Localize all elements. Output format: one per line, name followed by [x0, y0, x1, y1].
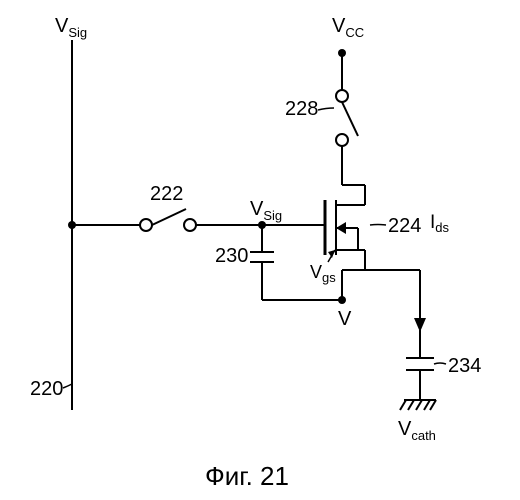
ground-symbol: [400, 400, 436, 410]
ref-222-label: 222: [150, 183, 183, 205]
figure-caption: Фиг. 21: [205, 461, 289, 491]
circuit-diagram: VSig 220 VCC 228 222 VSig 230: [0, 0, 520, 500]
switch-222: [140, 209, 196, 231]
vcath-label: Vcath: [398, 418, 436, 443]
ref-224-label: 224: [388, 215, 421, 237]
ref-230-label: 230: [215, 245, 248, 267]
vgs-label: Vgs: [310, 262, 336, 285]
node-v-label: V: [338, 308, 352, 330]
ref-228-leader: [318, 108, 334, 110]
vsig-top-label: VSig: [55, 15, 87, 40]
ref-220-leader: [63, 384, 72, 388]
ref-224-leader: [370, 225, 386, 226]
ids-label: Ids: [430, 212, 450, 235]
vgs-arrow-head: [328, 250, 335, 258]
switch-228: [336, 90, 358, 146]
vcc-label: VCC: [332, 15, 364, 40]
vsig-mid-label: VSig: [250, 198, 282, 223]
ref-228-label: 228: [285, 98, 318, 120]
ids-arrowhead: [414, 318, 426, 332]
ref-220-label: 220: [30, 378, 63, 400]
ref-234-leader: [434, 363, 446, 364]
ref-234-label: 234: [448, 355, 481, 377]
